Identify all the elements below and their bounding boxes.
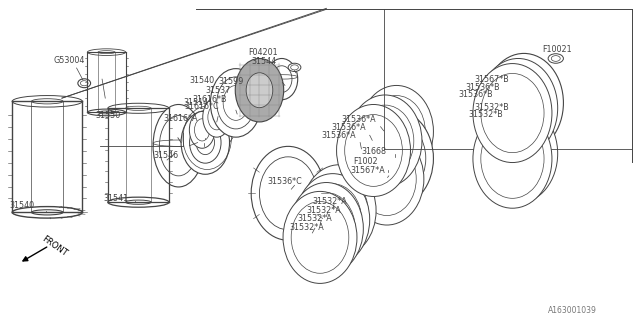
Text: 31532*B: 31532*B xyxy=(468,110,503,119)
Text: 31616*B: 31616*B xyxy=(193,95,227,104)
Ellipse shape xyxy=(98,111,115,114)
Ellipse shape xyxy=(310,175,368,247)
Ellipse shape xyxy=(203,97,231,137)
Ellipse shape xyxy=(196,131,214,155)
Text: F1002: F1002 xyxy=(353,157,378,166)
Ellipse shape xyxy=(283,191,357,284)
Ellipse shape xyxy=(208,105,226,130)
Ellipse shape xyxy=(251,146,325,240)
Text: G53004: G53004 xyxy=(54,56,85,65)
Ellipse shape xyxy=(296,174,370,266)
Ellipse shape xyxy=(246,73,273,108)
Ellipse shape xyxy=(108,197,169,207)
Ellipse shape xyxy=(304,184,362,255)
Text: 31536*B: 31536*B xyxy=(465,83,500,92)
Text: 31536*B: 31536*B xyxy=(459,91,493,100)
Ellipse shape xyxy=(291,202,349,273)
Text: 31536*A: 31536*A xyxy=(321,131,356,140)
Ellipse shape xyxy=(211,69,261,137)
Text: 31616*A: 31616*A xyxy=(164,114,198,123)
Ellipse shape xyxy=(217,77,255,129)
Ellipse shape xyxy=(492,63,556,142)
Ellipse shape xyxy=(367,96,426,167)
Text: A163001039: A163001039 xyxy=(548,306,597,315)
Ellipse shape xyxy=(337,105,410,196)
Ellipse shape xyxy=(181,111,230,174)
Text: 31532*A: 31532*A xyxy=(312,197,347,206)
Ellipse shape xyxy=(159,116,198,176)
Ellipse shape xyxy=(481,74,544,153)
Ellipse shape xyxy=(473,109,552,208)
Ellipse shape xyxy=(486,114,550,193)
Ellipse shape xyxy=(484,53,563,152)
Text: 31536*A: 31536*A xyxy=(332,123,366,132)
Text: 31536*A: 31536*A xyxy=(342,115,376,124)
Ellipse shape xyxy=(31,210,63,215)
Ellipse shape xyxy=(259,157,317,230)
Ellipse shape xyxy=(345,115,403,186)
Ellipse shape xyxy=(348,95,422,187)
Ellipse shape xyxy=(479,59,557,157)
Ellipse shape xyxy=(289,182,364,275)
Ellipse shape xyxy=(350,133,424,225)
Ellipse shape xyxy=(298,193,355,264)
Text: 31514: 31514 xyxy=(184,99,209,108)
Text: 31544: 31544 xyxy=(251,57,276,66)
Ellipse shape xyxy=(189,111,215,148)
Ellipse shape xyxy=(356,105,414,177)
Ellipse shape xyxy=(271,66,292,92)
Text: 31532*A: 31532*A xyxy=(306,206,340,215)
Text: 31567*A: 31567*A xyxy=(351,166,385,175)
Text: 31532*B: 31532*B xyxy=(474,103,509,112)
Ellipse shape xyxy=(236,59,284,122)
Text: 31546: 31546 xyxy=(153,151,178,160)
Ellipse shape xyxy=(291,65,298,70)
Ellipse shape xyxy=(486,68,550,148)
Text: 31540: 31540 xyxy=(9,202,34,211)
Text: 31599: 31599 xyxy=(218,77,243,86)
Ellipse shape xyxy=(360,85,433,178)
Ellipse shape xyxy=(479,104,557,203)
Text: 31668: 31668 xyxy=(362,147,387,156)
Text: F04201: F04201 xyxy=(248,48,278,57)
Text: 31550: 31550 xyxy=(96,111,121,120)
Text: 31532*A: 31532*A xyxy=(298,214,332,223)
Ellipse shape xyxy=(266,59,298,100)
Ellipse shape xyxy=(365,120,426,196)
Text: FRONT: FRONT xyxy=(40,234,68,258)
Text: 31537: 31537 xyxy=(205,86,230,95)
Ellipse shape xyxy=(302,165,376,257)
Text: 31536*C: 31536*C xyxy=(268,177,303,186)
Ellipse shape xyxy=(195,119,210,141)
Ellipse shape xyxy=(548,54,563,63)
Ellipse shape xyxy=(288,63,301,71)
Text: F10021: F10021 xyxy=(541,45,572,54)
Ellipse shape xyxy=(481,119,544,198)
Ellipse shape xyxy=(223,85,248,120)
Ellipse shape xyxy=(358,142,416,215)
Ellipse shape xyxy=(189,122,221,163)
Ellipse shape xyxy=(88,109,125,116)
Ellipse shape xyxy=(383,170,394,176)
Ellipse shape xyxy=(125,200,151,204)
Text: 31540: 31540 xyxy=(189,76,214,85)
Ellipse shape xyxy=(12,207,83,218)
Ellipse shape xyxy=(357,110,433,207)
Text: 31616*C: 31616*C xyxy=(185,102,220,111)
Text: 31567*B: 31567*B xyxy=(474,75,509,84)
Text: 31532*A: 31532*A xyxy=(289,223,324,232)
Text: 31541: 31541 xyxy=(103,194,129,203)
Ellipse shape xyxy=(153,105,204,187)
Ellipse shape xyxy=(473,64,552,163)
